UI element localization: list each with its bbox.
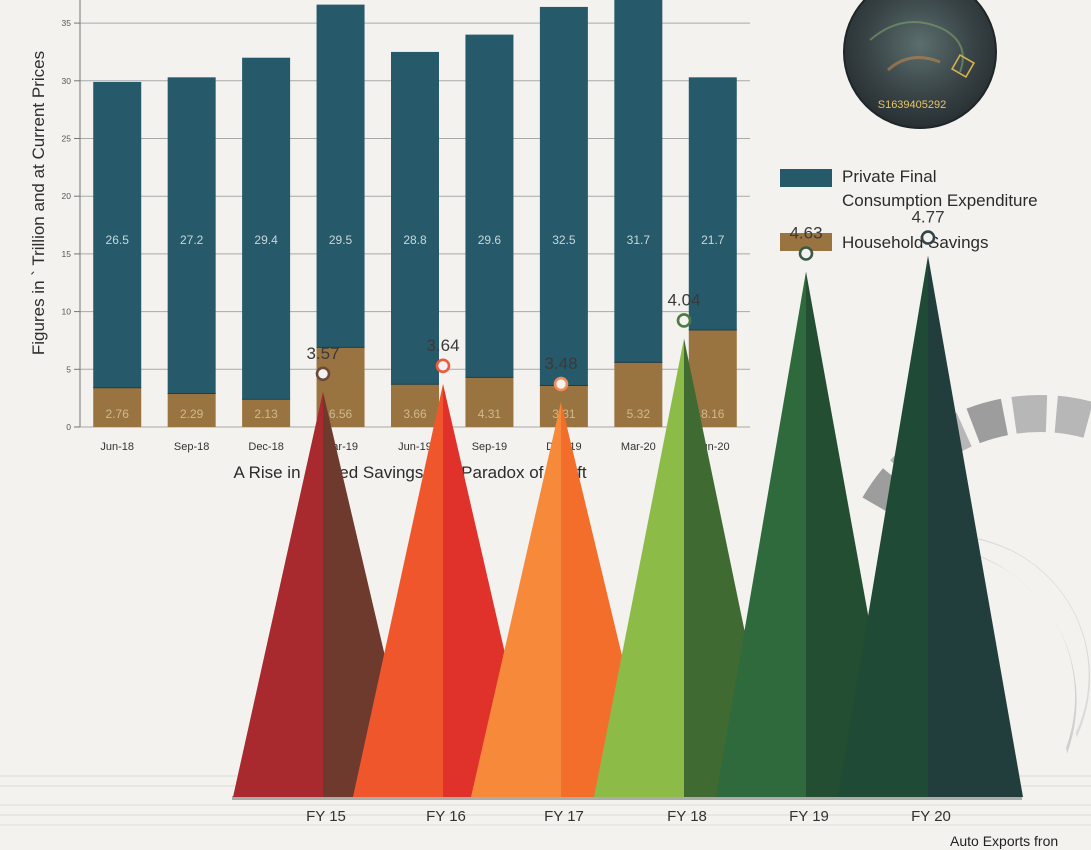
bar-value-savings: 6.56 <box>329 407 353 421</box>
bars <box>93 0 737 427</box>
triangle-category-label: FY 18 <box>667 808 707 825</box>
footer-text: Auto Exports fron <box>950 833 1058 849</box>
bar-value-savings: 2.29 <box>180 407 204 421</box>
triangle-mark <box>323 391 418 797</box>
bar-value-pfce: 32.5 <box>552 233 576 247</box>
triangle-category-label: FY 17 <box>544 808 584 825</box>
gauge-segment <box>1011 395 1048 434</box>
x-tick-label: Mar-20 <box>621 441 656 453</box>
bar-value-pfce: 31.7 <box>627 233 651 247</box>
triangle-mark <box>353 383 443 797</box>
bar-pfce <box>242 57 291 400</box>
triangle-category-label: FY 19 <box>789 808 829 825</box>
stacked-bar-chart: Figures in ` Trillion and at Current Pri… <box>29 0 750 482</box>
legend-label-pfce-line2: Consumption Expenditure <box>842 191 1038 210</box>
bar-savings <box>391 384 439 427</box>
marker-ring <box>798 246 814 261</box>
y-tick-label: 15 <box>62 249 72 259</box>
bar-pfce <box>316 4 365 348</box>
triangle-category-label: FY 20 <box>911 808 951 825</box>
legend-swatch-pfce <box>780 169 832 187</box>
marker-ring <box>920 230 936 245</box>
triangle-mark <box>838 255 928 798</box>
legend-label-pfce-line1: Private Final <box>842 167 936 186</box>
bar-savings <box>614 362 663 427</box>
hologram-seal: S1639405292 <box>843 0 997 129</box>
triangle-baseline <box>232 796 1022 800</box>
chart-caption: A Rise in Forced Savings and Paradox of … <box>233 463 586 482</box>
marker-ring <box>315 366 331 382</box>
triangle-mark <box>928 255 1023 798</box>
y-tick-label: 20 <box>62 191 72 201</box>
bar-value-pfce: 29.6 <box>478 233 502 247</box>
bar-value-pfce: 28.8 <box>403 233 427 247</box>
bar-pfce <box>614 0 663 363</box>
bar-value-savings: 3.66 <box>403 407 427 421</box>
y-tick-label: 0 <box>66 422 71 432</box>
bar-value-savings: 4.31 <box>478 407 502 421</box>
triangle-value-label: 3.48 <box>544 354 577 373</box>
triangle-mark <box>684 338 779 797</box>
y-tick-label: 5 <box>66 364 71 374</box>
bar-value-savings: 2.13 <box>254 407 278 421</box>
bar-value-pfce: 29.5 <box>329 233 353 247</box>
bar-pfce <box>93 81 142 388</box>
triangle-mark <box>594 338 684 797</box>
x-tick-label: Dec-18 <box>248 441 283 453</box>
x-tick-label: Sep-19 <box>472 441 507 453</box>
bar-value-pfce: 21.7 <box>701 233 725 247</box>
y-tick-label: 25 <box>62 133 72 143</box>
chart-legend: Private Final Consumption Expenditure Ho… <box>780 167 1038 252</box>
bar-savings <box>465 377 514 427</box>
legend-swatch-savings <box>780 233 832 251</box>
gauge-segment <box>1054 395 1091 438</box>
triangle-mark <box>716 271 806 797</box>
bar-pfce <box>465 34 514 378</box>
gauge-segment <box>966 398 1008 444</box>
x-tick-label: Jun-18 <box>100 441 134 453</box>
x-tick-label: Sep-18 <box>174 441 209 453</box>
x-tick-labels: Jun-18Sep-18Dec-18Mar-19Jun-19Sep-19Dec-… <box>100 441 729 453</box>
y-tick-label: 10 <box>62 307 72 317</box>
triangle-value-label: 4.04 <box>667 290 700 309</box>
seal-serial: S1639405292 <box>878 99 947 111</box>
triangle-category-label: FY 15 <box>306 808 346 825</box>
bar-value-savings: 8.16 <box>701 407 725 421</box>
y-tick-label: 35 <box>62 18 72 28</box>
bar-pfce <box>539 6 588 386</box>
bar-pfce <box>167 77 216 394</box>
bar-value-labels: 26.5 2.76 27.2 2.29 29.4 2.13 29.5 6.56 28.8 3.66… <box>106 233 725 421</box>
triangle-value-label: 3.64 <box>426 336 459 355</box>
bar-pfce <box>688 77 737 331</box>
marker-ring <box>435 358 451 374</box>
bar-savings <box>242 399 291 427</box>
bar-value-savings: 2.76 <box>106 407 130 421</box>
triangle-mark <box>233 391 323 797</box>
bar-pfce <box>391 51 439 385</box>
bar-value-savings: 5.32 <box>627 407 651 421</box>
y-tick-labels: 0 5 10 15 20 25 30 35 <box>62 18 72 432</box>
triangle-category-label: FY 16 <box>426 808 466 825</box>
bar-value-pfce: 26.5 <box>106 233 130 247</box>
triangle-chart: 3.57 FY 15 3.64 FY 16 3.48 FY 17 4.04 FY 18 4.63… <box>232 208 1023 825</box>
legend-label-savings: Household Savings <box>842 233 988 252</box>
triangle-value-label: 4.77 <box>911 208 944 227</box>
y-axis-label: Figures in ` Trillion and at Current Pri… <box>29 51 48 355</box>
marker-ring <box>553 376 569 392</box>
triangle-mark <box>443 383 538 797</box>
bar-value-pfce: 27.2 <box>180 233 204 247</box>
x-tick-label: Jun-19 <box>398 441 432 453</box>
bar-savings <box>93 387 142 427</box>
triangle-value-label: 4.63 <box>789 223 822 242</box>
bar-value-pfce: 29.4 <box>254 233 278 247</box>
marker-ring <box>676 313 692 328</box>
y-tick-label: 30 <box>62 76 72 86</box>
bar-savings <box>167 393 216 427</box>
triangle-mark <box>471 402 561 797</box>
triangle-value-label: 3.57 <box>306 344 339 363</box>
